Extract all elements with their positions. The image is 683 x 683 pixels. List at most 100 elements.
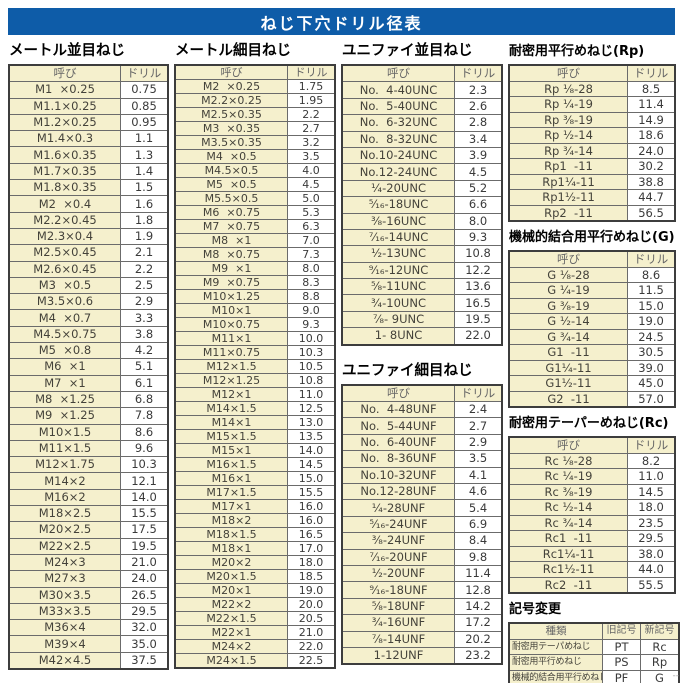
table-row: Rp1¹⁄₂-11 44.7 [508,189,676,206]
value-cell: 57.0 [627,390,676,408]
table-row: M15×1.5 13.5 [174,429,336,444]
thread-name-cell: M17×1 [174,499,288,514]
value-cell: 1.1 [120,130,169,148]
value-cell: 19.5 [454,310,503,329]
thread-name-cell: Rc1 -11 [508,530,628,547]
value-cell: 16.0 [287,499,336,514]
section-heading-symbol-change: 記号変更 [509,602,562,617]
table-row: No. 8-36UNF 3.5 [341,450,503,468]
thread-name-cell: M2.6×0.45 [8,260,121,278]
table-row: ¹⁄₂-13UNC 10.8 [341,245,503,263]
thread-name-cell: Rp1¹⁄₄-11 [508,173,628,190]
thread-name-cell: M22×2 [174,597,288,612]
thread-name-cell: ⁷⁄₁₆-14UNC [341,228,455,247]
table-row: M1.6×0.35 1.3 [8,146,169,164]
thread-name-cell: M5.5×0.5 [174,191,288,206]
table-row: No.12-28UNF 4.6 [341,482,503,501]
thread-name-cell: No. 6-40UNF [341,433,455,452]
table-row: M5 ×0.8 4.2 [8,342,169,360]
thread-name-cell: No.10-32UNF [341,466,455,484]
value-cell: 11.4 [627,96,676,113]
table-row: Rc ³⁄₄-14 23.5 [508,514,676,531]
page-edge-mark: -- [672,671,680,681]
table-row: M16×2 14.0 [8,488,169,507]
value-cell: 9.0 [287,303,336,318]
metric-coarse-table: 呼び ドリル M1 ×0.25 0.75 M1.1×0.25 0.85 M1.2×0.25 0… [8,64,169,670]
column-metric-coarse: メートル並目ねじ 呼び ドリル M1 ×0.25 0.75 M1.1×0.25 0.85 M… [8,42,169,670]
table-row: M33×3.5 29.5 [8,602,169,621]
thread-name-cell: M10×0.75 [174,317,288,332]
rc-table: 呼び ドリル Rc ¹⁄₈-28 8.2 Rc ¹⁄₄-19 11.0 Rc ³⁄₈-19 1… [508,436,676,594]
table-row: ³⁄₄-16UNF 17.2 [341,614,503,632]
rp-section: 耐密用平行めねじ(Rp) 呼び ドリル Rp ¹⁄₈-28 8.5 Rp ¹⁄₄-19 1… [508,42,676,222]
thread-name-cell: Rp1 -11 [508,158,628,175]
value-cell: 18.0 [627,499,676,516]
table-row: Rc ¹⁄₈-28 8.2 [508,452,676,469]
table-row: M6 ×1 5.1 [8,358,169,376]
value-cell: 11.0 [287,387,336,402]
value-cell: 5.0 [287,191,336,206]
thread-name-cell: M3 ×0.35 [174,121,288,136]
thread-name-cell: ⁹⁄₁₆-18UNF [341,581,455,599]
table-row: ³⁄₈-24UNF 8.4 [341,532,503,550]
value-cell: 4.6 [454,482,503,501]
column-header: 呼び [508,250,628,268]
table-row: G1 -11 30.5 [508,344,676,361]
symbol-change-section: 記号変更 種類 旧記号 新記号 耐密用テーパめねじ PT Rc 耐密用平行めねじ PS Rp 機械… [508,600,680,683]
value-cell: 18.6 [627,127,676,144]
table-row: ⁵⁄₈-18UNF 14.2 [341,597,503,616]
value-cell: 30.2 [627,158,676,175]
thread-name-cell: Rc1¹⁄₄-11 [508,545,628,562]
value-cell: 15.5 [287,485,336,500]
table-row: M1.4×0.3 1.1 [8,130,169,148]
thread-name-cell: M1.1×0.25 [8,97,121,115]
thread-name-cell: M16×1.5 [174,457,288,472]
thread-name-cell: M22×2.5 [8,537,121,555]
value-cell: 14.5 [627,483,676,500]
value-cell: 20.5 [287,611,336,626]
value-cell: 0.75 [120,81,169,99]
table-row: M4 ×0.7 3.3 [8,309,169,327]
thread-name-cell: M14×1 [174,415,288,430]
column-header: ドリル [120,64,169,83]
table-row: ⁹⁄₁₆-18UNF 12.8 [341,581,503,599]
header-row: 呼び ドリル [341,384,503,403]
thread-name-cell: No.12-24UNC [341,163,455,181]
thread-name-cell: M36×4 [8,619,121,637]
value-cell: 17.5 [120,521,169,539]
table-row: No. 5-40UNC 2.6 [341,97,503,116]
thread-name-cell: M1.4×0.3 [8,130,121,148]
value-cell: 13.0 [287,415,336,430]
value-cell: 14.0 [287,443,336,458]
thread-name-cell: ⁹⁄₁₆-12UNC [341,261,455,280]
value-cell: 4.1 [454,466,503,484]
table-row: M7 ×0.75 6.3 [174,219,336,234]
column-pipe-threads: 耐密用平行めねじ(Rp) 呼び ドリル Rp ¹⁄₈-28 8.5 Rp ¹⁄₄-19 1… [508,42,680,683]
thread-name-cell: M39×4 [8,635,121,653]
thread-name-cell: M1.7×0.35 [8,162,121,181]
value-cell: 29.5 [120,602,169,621]
value-cell: 3.9 [454,146,503,165]
value-cell: 14.2 [454,597,503,616]
table-row: M18×1 17.0 [174,541,336,556]
value-cell: 1.95 [287,93,336,108]
thread-name-cell: G1¹⁄₂-11 [508,375,628,392]
value-cell: 12.8 [454,581,503,599]
value-cell: Rp [640,654,680,671]
value-cell: 9.6 [120,439,169,458]
table-row: No. 5-44UNF 2.7 [341,417,503,435]
value-cell: 0.95 [120,113,169,132]
table-row: M1.2×0.25 0.95 [8,113,169,132]
thread-name-cell: M22×1 [174,625,288,640]
thread-name-cell: ¹⁄₄-20UNC [341,179,455,198]
table-row: M4 ×0.5 3.5 [174,149,336,164]
column-header: 呼び [508,436,628,454]
thread-name-cell: No. 5-40UNC [341,97,455,116]
g-table: 呼び ドリル G ¹⁄₈-28 8.6 G ¹⁄₄-19 11.5 G ³⁄₈-19 15.0… [508,250,676,408]
value-cell: 0.85 [120,97,169,115]
value-cell: 35.0 [120,635,169,653]
value-cell: 2.2 [120,260,169,278]
table-row: M10×0.75 9.3 [174,317,336,332]
column-header: 呼び [341,384,455,403]
thread-name-cell: 1-12UNF [341,646,455,665]
